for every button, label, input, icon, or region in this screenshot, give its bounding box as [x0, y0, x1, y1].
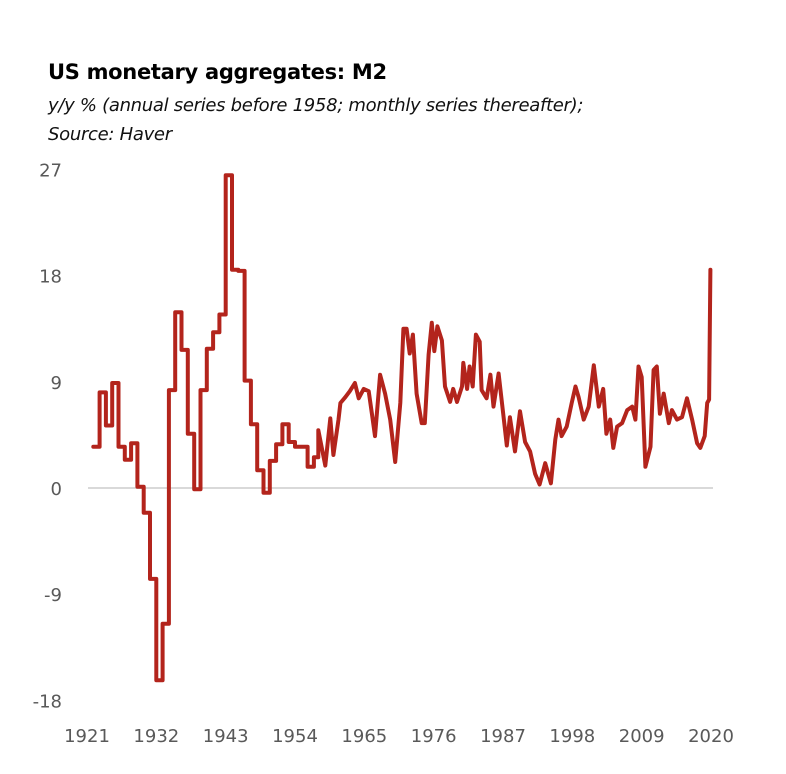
x-tick-label: 2009: [619, 726, 665, 747]
chart-title: US monetary aggregates: M2: [48, 60, 387, 84]
chart-subtitle-line-1: y/y % (annual series before 1958; monthl…: [48, 95, 584, 116]
x-tick-label: 1943: [203, 726, 249, 747]
x-tick-label: 1932: [133, 726, 179, 747]
y-tick-label: 0: [51, 479, 62, 500]
chart-subtitle-line-2: Source: Haver: [48, 124, 172, 145]
y-tick-label: 9: [51, 373, 62, 394]
x-tick-label: 1976: [411, 726, 457, 747]
y-tick-label: 27: [39, 160, 62, 181]
y-tick-label: -9: [44, 585, 62, 606]
y-tick-label: 18: [39, 267, 62, 288]
y-tick-label: -18: [33, 691, 62, 712]
x-tick-label: 2020: [688, 726, 734, 747]
x-tick-label: 1998: [549, 726, 595, 747]
x-axis-ticks: 1921 1932 1943 1954 1965 1976 1987 1998 2009 2020: [64, 726, 734, 747]
x-tick-label: 1965: [341, 726, 387, 747]
m2-growth-series-line: [91, 173, 713, 683]
x-tick-label: 1987: [480, 726, 526, 747]
y-axis-ticks: 27 18 9 0 -9 -18: [33, 160, 62, 712]
x-tick-label: 1921: [64, 726, 110, 747]
x-tick-label: 1954: [272, 726, 318, 747]
